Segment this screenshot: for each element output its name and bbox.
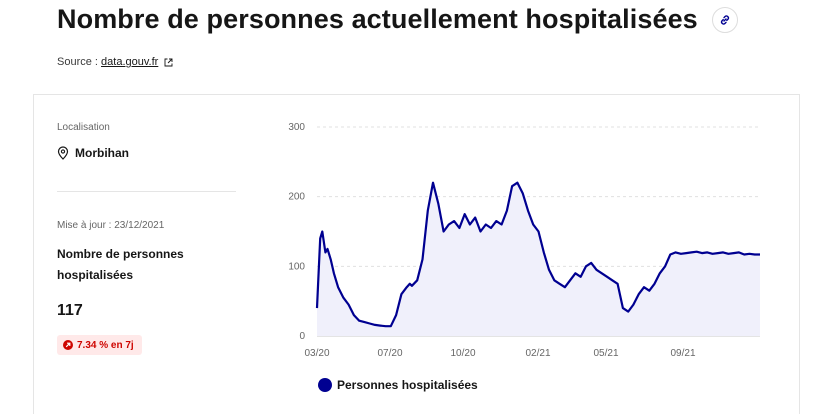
series-line [315, 181, 760, 328]
y-tick-label: 300 [288, 122, 305, 133]
update-date: Mise à jour : 23/12/2021 [57, 220, 165, 231]
metric-label: Nombre de personnes hospitalisées [57, 247, 184, 282]
x-tick-label: 02/21 [525, 348, 550, 359]
copy-link-button[interactable] [711, 6, 738, 33]
indicator-card [33, 94, 800, 414]
link-icon [720, 14, 729, 25]
chart-legend: Personnes hospitalisées [318, 378, 478, 392]
metric-value: 117 [57, 302, 83, 319]
location-label: Localisation [57, 122, 110, 133]
trend-up-icon [63, 340, 73, 350]
location-row: Morbihan [57, 146, 129, 160]
source-prefix: Source : [57, 56, 102, 68]
series-area [317, 182, 760, 336]
x-tick-label: 03/20 [304, 348, 329, 359]
map-pin-icon [57, 146, 69, 160]
x-tick-label: 05/21 [593, 348, 618, 359]
y-tick-label: 100 [288, 261, 305, 272]
legend-label: Personnes hospitalisées [337, 378, 478, 392]
location-value: Morbihan [75, 146, 129, 160]
trend-badge: 7.34 % en 7j [57, 335, 142, 355]
sidebar-divider [57, 191, 236, 192]
y-tick-label: 200 [288, 192, 305, 203]
x-tick-label: 09/21 [670, 348, 695, 359]
page-title: Nombre de personnes actuellement hospita… [57, 4, 698, 34]
title-row: Nombre de personnes actuellement hospita… [57, 4, 738, 35]
x-tick-label: 10/20 [450, 348, 475, 359]
trend-value: 7.34 % en 7j [77, 339, 134, 351]
source-line: Source : data.gouv.fr [57, 56, 173, 68]
y-tick-label: 0 [299, 331, 305, 342]
legend-dot [318, 378, 332, 392]
external-link-icon [164, 58, 173, 67]
source-link[interactable]: data.gouv.fr [101, 56, 159, 68]
x-tick-label: 07/20 [377, 348, 402, 359]
